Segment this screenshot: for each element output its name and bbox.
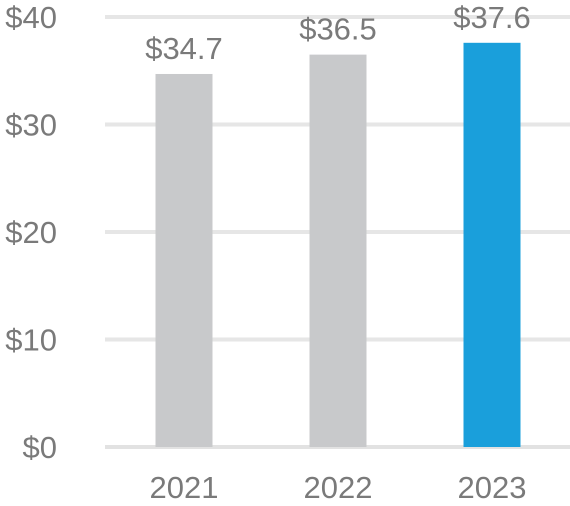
y-tick-label: $20	[5, 215, 57, 250]
bar-2021	[155, 73, 213, 447]
y-tick-label: $40	[5, 0, 57, 35]
data-label-2022: $36.5	[299, 12, 377, 47]
y-tick-label: $0	[23, 430, 57, 465]
y-tick-label: $10	[5, 323, 57, 358]
x-tick-label-2021: 2021	[150, 470, 219, 505]
data-labels: $34.7 $36.5 $37.6	[145, 0, 531, 66]
data-label-2023: $37.6	[453, 0, 531, 35]
y-axis-ticks: $0 $10 $20 $30 $40	[5, 0, 57, 465]
y-tick-label: $30	[5, 108, 57, 143]
data-label-2021: $34.7	[145, 31, 223, 66]
x-tick-label-2023: 2023	[458, 470, 527, 505]
bars	[155, 42, 521, 448]
bar-2023	[463, 42, 521, 448]
bar-2022	[309, 54, 367, 447]
x-axis-ticks: 2021 2022 2023	[150, 470, 527, 505]
x-tick-label-2022: 2022	[304, 470, 373, 505]
